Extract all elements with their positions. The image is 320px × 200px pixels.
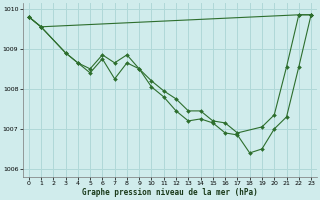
X-axis label: Graphe pression niveau de la mer (hPa): Graphe pression niveau de la mer (hPa) [82, 188, 258, 197]
